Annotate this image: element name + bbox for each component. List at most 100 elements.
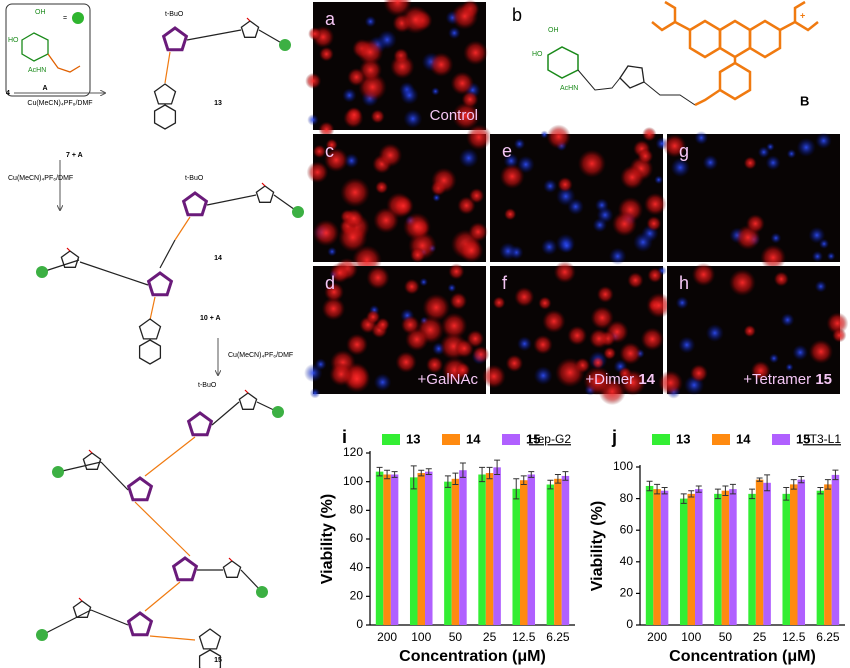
- bond: [246, 17, 251, 22]
- nucleus: [403, 109, 423, 129]
- ball: [36, 629, 48, 641]
- y-tick-label: 20: [350, 589, 364, 603]
- bar: [390, 474, 399, 625]
- nucleus: [540, 130, 549, 139]
- cell: [750, 360, 771, 381]
- bar: [687, 493, 696, 625]
- nucleus: [541, 238, 558, 256]
- bond: [159, 239, 176, 269]
- bond: [66, 247, 71, 252]
- caption: +Dimer 14: [585, 371, 655, 388]
- error-bar: [654, 483, 661, 495]
- cell: [357, 38, 384, 66]
- nucleus: [608, 247, 627, 265]
- error-bar: [444, 475, 451, 488]
- cell: [590, 306, 614, 330]
- cell: [637, 148, 654, 165]
- nucleus: [694, 130, 709, 145]
- error-bar: [452, 472, 459, 486]
- triazole: [238, 392, 258, 410]
- bond: [244, 389, 249, 394]
- nucleus: [364, 15, 377, 28]
- imide-ring: [153, 83, 177, 105]
- compound-number: 14: [638, 371, 655, 388]
- nucleus: [314, 358, 327, 371]
- cell: [429, 52, 454, 77]
- cell: [832, 328, 847, 343]
- bar: [512, 488, 520, 625]
- cell: [306, 161, 329, 184]
- error-bar: [384, 469, 391, 480]
- bar: [527, 474, 536, 625]
- conditions: Cu(MeCN)₄PF₆/DMF: [27, 100, 92, 107]
- nucleus: [818, 238, 830, 249]
- cell: [340, 177, 371, 208]
- error-bar: [494, 459, 501, 475]
- bond: [206, 194, 257, 206]
- charts: 0 20 40 60 80 100 120 Viability (%) Concentratio…: [319, 427, 845, 665]
- y-tick-label: 40: [620, 554, 634, 568]
- panel-letter: f: [502, 273, 508, 293]
- acetamide: AcHN: [28, 67, 46, 74]
- cell: [329, 362, 354, 387]
- x-tick-label: 200: [647, 630, 667, 644]
- x-tick-label: 50: [449, 630, 463, 644]
- bar: [546, 484, 555, 625]
- nucleus: [786, 149, 797, 159]
- nucleus: [770, 232, 782, 244]
- bar: [383, 474, 391, 625]
- hydroxyl: OH: [548, 27, 559, 34]
- cell: [431, 167, 457, 194]
- panel-letter: b: [512, 5, 522, 25]
- nucleus: [814, 280, 827, 293]
- error-bar: [646, 480, 653, 492]
- cell: [728, 269, 756, 297]
- sugar-ring: [547, 46, 579, 79]
- bond: [186, 29, 242, 41]
- cell: [505, 354, 524, 373]
- cell: [567, 325, 588, 346]
- pyrrolidine: [186, 411, 214, 437]
- x-tick-label: 100: [411, 630, 431, 644]
- x-tick-label: 25: [753, 630, 767, 644]
- cell: [395, 351, 417, 373]
- nucleus: [448, 26, 461, 40]
- bar: [679, 498, 688, 625]
- nucleus: [796, 137, 816, 157]
- benzene: [198, 649, 222, 668]
- bond: [41, 609, 92, 636]
- bar: [561, 475, 570, 625]
- bar: [485, 473, 494, 625]
- cell: [338, 222, 368, 253]
- conditions: Cu(MeCN)₄PF₆/DMF: [8, 175, 73, 182]
- bar: [748, 493, 756, 625]
- nucleus: [458, 148, 479, 168]
- legend-swatch: [712, 434, 730, 445]
- nucleus: [309, 387, 321, 399]
- error-bar: [783, 487, 790, 501]
- error-bar: [418, 469, 425, 477]
- error-bar: [391, 471, 398, 478]
- ester: t-BuO: [165, 11, 184, 18]
- cell: [403, 278, 420, 295]
- cell: [329, 262, 351, 284]
- hydroxyl: HO: [532, 51, 543, 58]
- error-bar: [680, 493, 687, 504]
- x-tick-label: 25: [483, 630, 497, 644]
- y-tick-label: 60: [350, 531, 364, 545]
- nucleus: [373, 373, 392, 392]
- cell: [627, 272, 644, 289]
- cell: [390, 54, 415, 79]
- caption-text: +Tetramer: [743, 371, 815, 388]
- panel-letter: j: [611, 427, 617, 447]
- triazole: [619, 65, 645, 89]
- nucleus: [543, 179, 558, 194]
- nucleus: [327, 246, 337, 257]
- caption: +Tetramer 15: [743, 371, 832, 388]
- cell: [468, 188, 485, 204]
- cell: [461, 90, 479, 108]
- y-tick-label: 20: [620, 586, 634, 600]
- bar: [660, 490, 669, 625]
- bar: [425, 471, 433, 625]
- cell: [591, 356, 605, 369]
